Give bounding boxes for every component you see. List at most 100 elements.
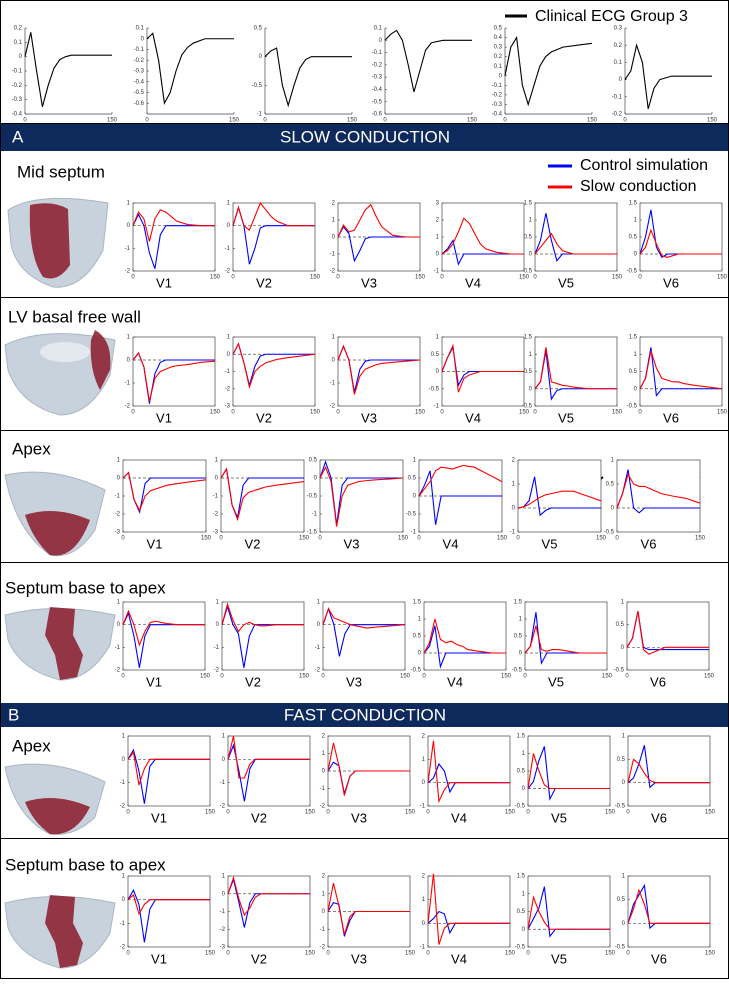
- lead-label: V6: [651, 810, 667, 825]
- y-tick-label: -2: [320, 804, 326, 810]
- plot-frame: [127, 875, 211, 948]
- lead-label: V2: [245, 536, 261, 551]
- ecg-trace: [427, 740, 510, 804]
- plot-frame: [232, 202, 316, 272]
- ecg-trace: [221, 602, 304, 633]
- y-tick-label: 3: [436, 201, 440, 207]
- ecg-trace: [132, 213, 215, 269]
- y-tick-label: 0: [413, 494, 417, 500]
- x-tick-label: 150: [347, 118, 358, 124]
- y-tick-label: -2: [330, 269, 336, 275]
- ecg-trace: [639, 347, 722, 398]
- y-tick-label: 0: [634, 386, 638, 392]
- lead-label: V6: [641, 536, 657, 551]
- x-tick-label: 0: [226, 810, 230, 816]
- plot-frame: [527, 735, 611, 807]
- ecg-trace: [534, 232, 617, 255]
- heart-model: [4, 330, 116, 416]
- y-tick-label: 1.5: [629, 335, 638, 341]
- plot-frame: [319, 459, 404, 533]
- lead-label: V2: [256, 410, 272, 425]
- y-tick-label: -0.5: [429, 386, 440, 392]
- ecg-trace: [627, 888, 710, 924]
- ecg-trace: [527, 895, 610, 930]
- lead-label: V1: [147, 536, 163, 551]
- plot-frame: [441, 202, 525, 272]
- y-tick-label: 0: [222, 891, 226, 897]
- y-tick-label: 0.5: [514, 634, 523, 640]
- ecg-trace: [322, 607, 406, 629]
- x-tick-label: 0: [503, 118, 507, 124]
- row-title: LV basal free wall: [8, 307, 141, 326]
- x-tick-label: 150: [305, 951, 316, 957]
- x-tick-label: 0: [638, 275, 642, 281]
- x-tick-label: 0: [226, 951, 230, 957]
- lead-label: V4: [451, 951, 467, 966]
- x-tick-label: 0: [131, 410, 135, 416]
- plot-frame: [227, 875, 311, 948]
- lead-label: V1: [151, 810, 167, 825]
- y-tick-label: -0.5: [614, 668, 625, 674]
- y-tick-label: 1: [127, 201, 131, 207]
- ecg-trace: [327, 742, 410, 796]
- x-tick-label: 0: [626, 951, 630, 957]
- x-tick-label: 150: [210, 410, 221, 416]
- y-tick-label: 0: [127, 358, 131, 364]
- ecg-trace: [627, 758, 710, 784]
- y-tick-label: 0.5: [494, 26, 503, 32]
- x-tick-label: 0: [321, 674, 325, 680]
- y-tick-label: 0: [634, 252, 638, 258]
- y-tick-label: -3: [213, 530, 219, 536]
- row-title: Apex: [12, 439, 51, 458]
- lead-label: V1: [156, 275, 172, 290]
- y-tick-label: -0.3: [12, 97, 23, 103]
- y-tick-label: -2: [225, 269, 231, 275]
- ecg-trace: [232, 342, 316, 390]
- ecg-trace: [337, 225, 420, 263]
- lead-label: V5: [551, 951, 567, 966]
- lead-label: V3: [361, 410, 377, 425]
- x-tick-label: 0: [126, 810, 130, 816]
- lead-label: V6: [663, 275, 679, 290]
- y-tick-label: 1: [522, 751, 526, 757]
- ecg-trace: [527, 753, 610, 790]
- x-tick-label: 0: [526, 810, 530, 816]
- x-tick-label: 0: [440, 275, 444, 281]
- y-tick-label: -2: [115, 668, 121, 674]
- x-tick-label: 0: [533, 410, 537, 416]
- lead-label: V4: [447, 674, 463, 689]
- y-tick-label: 1: [621, 600, 625, 606]
- ecg-trace: [616, 473, 701, 509]
- y-tick-label: 0: [332, 358, 336, 364]
- x-tick-label: 0: [533, 275, 537, 281]
- ecg-trace: [639, 350, 723, 390]
- y-tick-label: -1: [320, 786, 326, 792]
- y-tick-label: -0.2: [12, 83, 23, 89]
- y-tick-label: 1.5: [514, 600, 523, 606]
- x-tick-label: 150: [229, 118, 240, 124]
- row-title: Septum base to apex: [5, 578, 166, 597]
- plot-frame: [639, 336, 723, 407]
- y-tick-label: 0: [222, 757, 226, 763]
- y-tick-label: 0.5: [629, 235, 638, 241]
- ecg-trace: [327, 882, 410, 935]
- x-tick-label: 0: [426, 810, 430, 816]
- y-tick-label: 1: [436, 235, 440, 241]
- y-tick-label: -2: [213, 512, 219, 518]
- ecg-trace: [423, 625, 506, 669]
- y-tick-label: 1: [522, 891, 526, 897]
- y-tick-label: 1.5: [524, 201, 533, 207]
- lead-label: V2: [251, 810, 267, 825]
- y-tick-label: 0: [122, 897, 126, 903]
- x-tick-label: 150: [299, 674, 310, 680]
- y-tick-label: -1: [320, 927, 326, 933]
- y-tick-label: 0.5: [524, 369, 533, 375]
- x-tick-label: 150: [205, 951, 216, 957]
- y-tick-label: 2: [436, 218, 440, 224]
- y-tick-label: -0.2: [134, 58, 145, 64]
- x-tick-label: 150: [602, 674, 613, 680]
- ecg-trace: [616, 469, 700, 514]
- y-tick-label: -1: [330, 252, 336, 258]
- y-tick-label: 0.4: [494, 35, 503, 41]
- y-tick-label: 2: [422, 734, 426, 740]
